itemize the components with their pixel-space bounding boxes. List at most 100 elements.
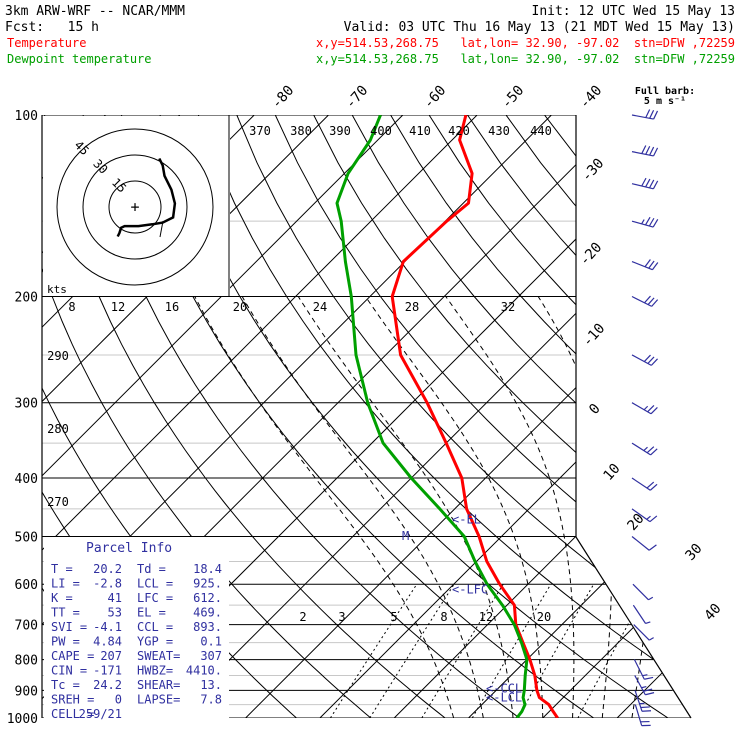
parcel-info-cell: 53 <box>108 606 122 620</box>
wind-barb-feather <box>650 358 658 366</box>
parcel-info-cell: 893. <box>193 620 222 634</box>
hodograph-ring <box>82 154 188 260</box>
barb-legend: Full barb: 5 m s⁻¹ <box>635 86 695 107</box>
legend-dewpoint-label: Dewpoint temperature <box>7 52 152 66</box>
mixing-ratio-label: 12 <box>479 610 493 624</box>
theta-label: 380 <box>290 124 312 138</box>
sounding-profiles <box>335 115 559 718</box>
dry-adiabat <box>313 115 691 718</box>
wind-barb-feather <box>649 146 655 156</box>
header: 3km ARW-WRF -- NCAR/MMM Init: 12 UTC Wed… <box>5 4 735 66</box>
wind-barb-feather <box>645 178 651 188</box>
parcel-info-cell: LI = <box>51 577 80 591</box>
moist-adiabat <box>194 296 455 718</box>
dry-adiabat <box>390 115 691 718</box>
legend-temperature-info: x,y=514.53,268.75 lat,lon= 32.90, -97.02… <box>316 36 735 50</box>
dry-adiabat <box>197 115 691 718</box>
isotherm <box>245 115 691 718</box>
inset-temp-label: 8 <box>68 300 75 314</box>
theta-label: 390 <box>329 124 351 138</box>
wind-barb-feather <box>649 515 658 523</box>
isotherm-label: 0 <box>586 401 604 418</box>
parcel-info-title: Parcel Info <box>86 541 172 556</box>
parcel-info-cell: SREH = <box>51 693 94 707</box>
wind-barb-half-feather <box>641 685 647 689</box>
inset-temp-label: 20 <box>233 300 247 314</box>
wind-barb <box>631 442 658 456</box>
barb-legend-line2: 5 m s⁻¹ <box>644 96 686 107</box>
moist-adiabat <box>297 296 514 718</box>
parcel-info-cell: 207 <box>100 649 122 663</box>
parcel-info-cell: CCL = <box>137 620 173 634</box>
wind-barb <box>631 177 659 190</box>
temperature-profile <box>390 115 559 718</box>
parcel-info-cell: 612. <box>193 591 222 605</box>
wind-barb-half-feather <box>642 674 648 677</box>
wind-barb-staff <box>631 260 653 271</box>
wind-barb-feather <box>644 295 651 304</box>
moist-adiabat <box>241 296 484 718</box>
parcel-info-cell: SHEAR= <box>137 678 180 692</box>
theta-label: 430 <box>488 124 510 138</box>
wind-barb <box>631 109 659 120</box>
storm-motion-vector <box>159 220 164 238</box>
parcel-level-marker: M <box>402 529 409 543</box>
barb-legend-line1: Full barb: <box>635 86 695 97</box>
level-marker: <-LCL <box>486 691 522 705</box>
wind-barb-feather <box>652 219 659 228</box>
parcel-info-cell: LCL = <box>137 577 173 591</box>
wind-barb-staff <box>633 624 650 641</box>
wind-barb-feather <box>647 356 655 364</box>
level-marker: <-EL <box>452 513 481 527</box>
theta-label: 440 <box>530 124 552 138</box>
header-title: 3km ARW-WRF -- NCAR/MMM <box>5 4 185 19</box>
wind-barb-half-feather <box>646 515 651 520</box>
wind-barb-feather <box>645 109 651 118</box>
wind-barb-feather <box>647 297 655 305</box>
wind-barb-feather <box>645 692 655 696</box>
wind-barb-staff <box>631 536 650 551</box>
hodograph-background <box>43 116 230 296</box>
legend-dewpoint-info: x,y=514.53,268.75 lat,lon= 32.90, -97.02… <box>316 52 735 66</box>
dry-adiabat <box>236 115 691 718</box>
parcel-info-cell: 7.8 <box>200 693 222 707</box>
parcel-info-background <box>44 537 229 720</box>
mixing-ratio-label: 8 <box>440 610 447 624</box>
header-valid: Valid: 03 UTC Thu 16 May 13 (21 MDT Wed … <box>344 20 735 35</box>
isotherm-label: -40 <box>577 83 606 113</box>
moist-adiabat <box>631 296 660 718</box>
parcel-info-cell: 4410. <box>186 664 222 678</box>
parcel-info-cell: CAPE = <box>51 649 94 663</box>
wind-barb <box>634 690 652 712</box>
parcel-info-cell: 925. <box>193 577 222 591</box>
pressure-tick-label: 600 <box>15 578 38 593</box>
wind-barb-feather <box>653 110 659 120</box>
wind-barb-feather <box>651 262 659 271</box>
wind-barb-feather <box>652 180 659 190</box>
wind-barb-feather <box>649 109 655 119</box>
isotherm-label: -60 <box>421 83 450 113</box>
pressure-tick-label: 300 <box>15 397 38 412</box>
dry-adiabat <box>698 115 740 718</box>
wind-barb-feather <box>651 299 659 307</box>
isotherm-label: 20 <box>624 511 647 534</box>
wind-barb <box>633 659 654 680</box>
wind-barb-column <box>631 109 659 727</box>
parcel-info-cell: CELL = <box>51 707 94 721</box>
parcel-info-cell: 18.4 <box>193 562 222 576</box>
pressure-tick-label: 100 <box>15 109 38 124</box>
isotherm-label: -20 <box>577 240 606 270</box>
hodograph-origin: + <box>130 198 139 216</box>
wind-barb-feather <box>648 217 655 227</box>
isotherm <box>468 115 691 718</box>
moist-adiabat <box>445 296 575 718</box>
parcel-info-cell: SWEAT= <box>137 649 180 663</box>
wind-barb-half-feather <box>649 637 654 641</box>
wind-barb-feather <box>643 688 653 692</box>
parcel-info-cell: LAPSE= <box>137 693 180 707</box>
wind-barb <box>634 675 655 696</box>
parcel-info-cell: -4.1 <box>93 620 122 634</box>
isotherm <box>542 115 691 718</box>
